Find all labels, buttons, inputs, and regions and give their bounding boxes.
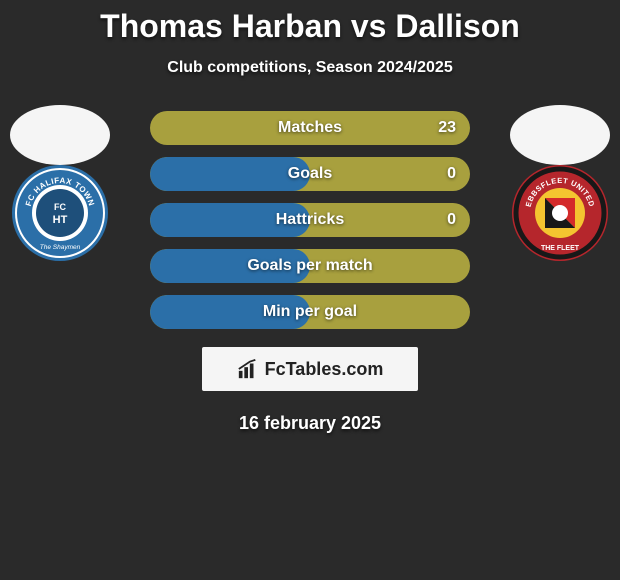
club-badge-right: EBBSFLEET UNITED THE FLEET [510, 163, 610, 263]
stat-bar: Goals per match [150, 249, 470, 283]
svg-text:The Shaymen: The Shaymen [40, 244, 81, 251]
subtitle: Club competitions, Season 2024/2025 [0, 59, 620, 77]
page-title: Thomas Harban vs Dallison [0, 0, 620, 45]
ebbsfleet-badge-icon: EBBSFLEET UNITED THE FLEET [510, 163, 610, 263]
chart-icon [237, 358, 259, 380]
logo-text: FcTables.com [265, 359, 384, 380]
club-badge-left: FC HALIFAX TOWN The Shaymen FC HT [10, 163, 110, 263]
fctables-logo[interactable]: FcTables.com [202, 347, 418, 391]
svg-text:HT: HT [53, 214, 68, 226]
stat-bar: 0Hattricks [150, 203, 470, 237]
player-right-avatar [510, 105, 610, 165]
svg-text:THE FLEET: THE FLEET [541, 245, 580, 252]
halifax-badge-icon: FC HALIFAX TOWN The Shaymen FC HT [10, 163, 110, 263]
svg-text:FC: FC [54, 202, 66, 212]
player-left-avatar [10, 105, 110, 165]
stat-label: Min per goal [150, 295, 470, 329]
comparison-area: FC HALIFAX TOWN The Shaymen FC HT EBBSFL… [0, 105, 620, 434]
date-label: 16 february 2025 [0, 413, 620, 434]
stat-bars: 23Matches 0Goals 0Hattricks Goals per match… [150, 105, 470, 329]
stat-bar: 0Goals [150, 157, 470, 191]
stat-label: Hattricks [150, 203, 470, 237]
stat-bar: 23Matches [150, 111, 470, 145]
stat-label: Matches [150, 111, 470, 145]
stat-label: Goals [150, 157, 470, 191]
stat-bar: Min per goal [150, 295, 470, 329]
stat-label: Goals per match [150, 249, 470, 283]
